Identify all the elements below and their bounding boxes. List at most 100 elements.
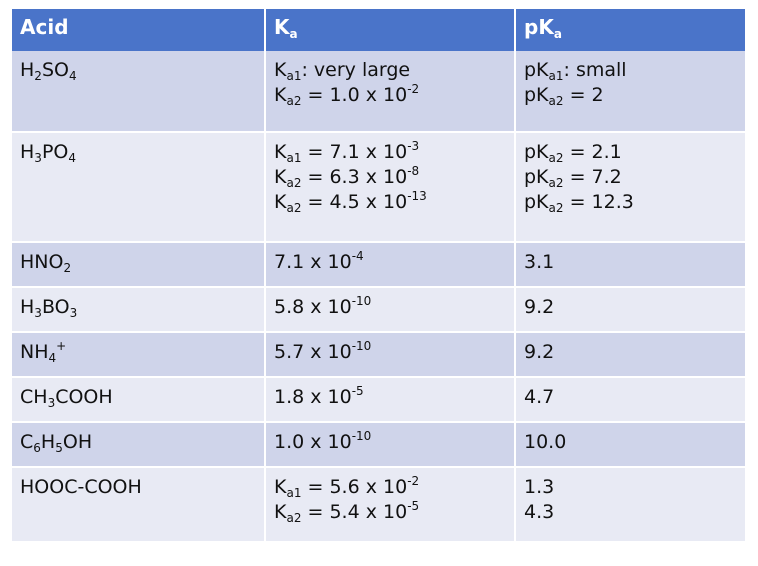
pka-value-text: 4.7 — [524, 386, 555, 408]
acid-formula-text: + — [56, 339, 67, 353]
pka-cell: 9.2 — [514, 333, 745, 376]
acid-formula-text: 3 — [47, 396, 56, 410]
acid-formula-text: OH — [62, 431, 93, 453]
pka-cell: 1.3 4.3 — [514, 468, 745, 541]
ka-value: 5.7 x 10-10 — [274, 340, 514, 365]
pka-value-text: 9.2 — [524, 341, 555, 363]
header-pka-sub: a — [553, 27, 562, 41]
ka-value: 1.0 x 10-10 — [274, 430, 514, 455]
ka-value-text: -10 — [351, 429, 372, 443]
ka-value-text: K — [274, 191, 287, 213]
acid-formula-text: 4 — [68, 69, 77, 83]
ka-value-text: -10 — [351, 294, 372, 308]
ka-value-text: a2 — [286, 176, 302, 190]
table-row: H2SO4 Ka1: very large Ka2 = 1.0 x 10-2 pKa1… — [12, 51, 745, 131]
acid-formula: CH3COOH — [20, 385, 264, 410]
pka-value-text: = 7.2 — [563, 166, 622, 188]
pka-value-text: 10.0 — [524, 431, 567, 453]
pka-value-text: a2 — [548, 201, 564, 215]
acid-formula-text: HOOC-COOH — [20, 476, 142, 498]
table-row: CH3COOH 1.8 x 10-5 4.7 — [12, 376, 745, 421]
pka-value-text: a2 — [548, 151, 564, 165]
table-row: H3PO4 Ka1 = 7.1 x 10-3 Ka2 = 6.3 x 10-8 Ka2… — [12, 131, 745, 241]
ka-value-text: K — [274, 501, 287, 523]
ka-cell: 5.7 x 10-10 — [264, 333, 514, 376]
ka-cell: Ka1 = 5.6 x 10-2 Ka2 = 5.4 x 10-5 — [264, 468, 514, 541]
header-acid: Acid — [12, 9, 264, 51]
pka-cell: 9.2 — [514, 288, 745, 331]
pka-value: 3.1 — [524, 250, 745, 275]
acid-formula-text: 3 — [34, 151, 42, 165]
pka-value-text: pK — [524, 59, 549, 81]
ka-value: 5.8 x 10-10 — [274, 295, 514, 320]
ka-value: Ka2 = 5.4 x 10-5 — [274, 500, 514, 525]
ka-cell: 1.0 x 10-10 — [264, 423, 514, 466]
ka-value-text: -10 — [351, 339, 372, 353]
acid-formula-text: 4 — [68, 151, 76, 165]
ka-value-text: 7.1 x 10 — [274, 251, 352, 273]
pka-value-text: pK — [524, 141, 549, 163]
table-row: H3BO3 5.8 x 10-10 9.2 — [12, 286, 745, 331]
ka-value-text: 5.8 x 10 — [274, 296, 352, 318]
acid-cell: H3PO4 — [12, 133, 264, 241]
pka-value: pKa2 = 12.3 — [524, 190, 745, 215]
pka-value: pKa2 = 2 — [524, 83, 745, 108]
table-row: HNO2 7.1 x 10-4 3.1 — [12, 241, 745, 286]
ka-cell: Ka1 = 7.1 x 10-3 Ka2 = 6.3 x 10-8 Ka2 = 4.… — [264, 133, 514, 241]
ka-value-text: -2 — [407, 82, 420, 96]
pka-value-text: a2 — [548, 176, 564, 190]
pka-value-text: = 2.1 — [563, 141, 622, 163]
acid-formula-text: BO — [41, 296, 70, 318]
acid-formula-text: 3 — [34, 306, 42, 320]
ka-value-text: -5 — [351, 384, 364, 398]
header-ka-sub: a — [289, 27, 298, 41]
table-row: HOOC-COOH Ka1 = 5.6 x 10-2 Ka2 = 5.4 x 10-… — [12, 466, 745, 541]
acid-formula: C6H5OH — [20, 430, 264, 455]
ka-value: Ka1 = 7.1 x 10-3 — [274, 140, 514, 165]
pka-value-text: pK — [524, 166, 549, 188]
acid-cell: C6H5OH — [12, 423, 264, 466]
acid-cell: H3BO3 — [12, 288, 264, 331]
table-row: C6H5OH 1.0 x 10-10 10.0 — [12, 421, 745, 466]
ka-cell: Ka1: very large Ka2 = 1.0 x 10-2 — [264, 51, 514, 131]
ka-value: 7.1 x 10-4 — [274, 250, 514, 275]
header-pka-base: pK — [524, 15, 554, 39]
pka-value-text: a2 — [548, 94, 564, 108]
ka-value: 1.8 x 10-5 — [274, 385, 514, 410]
pka-value-text: pK — [524, 191, 549, 213]
ka-value-text: a1 — [286, 151, 302, 165]
ka-value: Ka1 = 5.6 x 10-2 — [274, 475, 514, 500]
ka-value-text: = 6.3 x 10 — [301, 166, 408, 188]
pka-cell: 3.1 — [514, 243, 745, 286]
acid-formula-text: H — [20, 296, 35, 318]
acid-formula-text: COOH — [55, 386, 113, 408]
pka-value-text: 1.3 — [524, 476, 555, 498]
pka-value-text: pK — [524, 84, 549, 106]
ka-value-text: 5.7 x 10 — [274, 341, 352, 363]
ka-value-text: = 1.0 x 10 — [301, 84, 408, 106]
ka-value-text: = 5.4 x 10 — [301, 501, 408, 523]
ka-value: Ka1: very large — [274, 58, 514, 83]
pka-value-text: 4.3 — [524, 501, 555, 523]
ka-value-text: -2 — [407, 474, 420, 488]
ka-value-text: 1.8 x 10 — [274, 386, 352, 408]
ka-value-text: a2 — [286, 201, 302, 215]
pka-cell: pKa2 = 2.1 pKa2 = 7.2 pKa2 = 12.3 — [514, 133, 745, 241]
pka-value: 10.0 — [524, 430, 745, 455]
pka-value-text: = 12.3 — [563, 191, 634, 213]
acid-formula-text: H — [20, 141, 35, 163]
ka-value-text: -8 — [407, 164, 420, 178]
ka-value-text: a2 — [286, 94, 302, 108]
pka-cell: pKa1: small pKa2 = 2 — [514, 51, 745, 131]
pka-cell: 10.0 — [514, 423, 745, 466]
pka-value: 4.7 — [524, 385, 745, 410]
ka-value-text: : very large — [301, 59, 411, 81]
ka-value-text: a1 — [286, 486, 302, 500]
pka-value: pKa1: small — [524, 58, 745, 83]
ka-value-text: -5 — [407, 499, 420, 513]
acid-formula: H3BO3 — [20, 295, 264, 320]
ka-value-text: K — [274, 84, 287, 106]
ka-value-text: -13 — [407, 189, 427, 203]
ka-value-text: a2 — [286, 511, 302, 525]
ka-value-text: = 4.5 x 10 — [301, 191, 408, 213]
